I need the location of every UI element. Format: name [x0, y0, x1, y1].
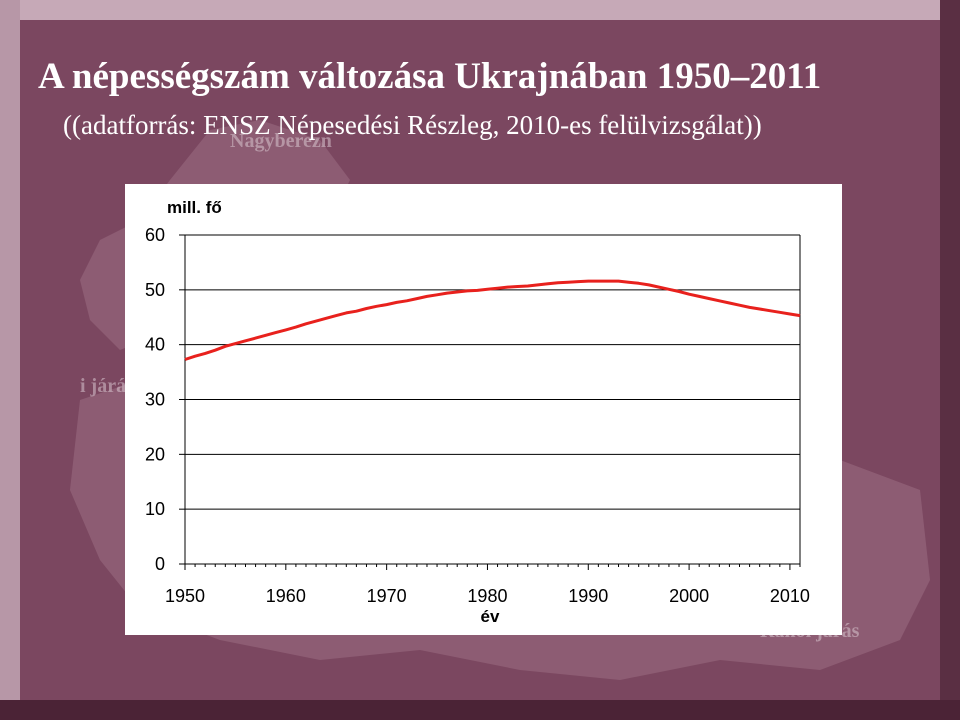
y-tick-label: 60: [145, 225, 165, 245]
y-axis-label: mill. fő: [167, 198, 222, 217]
chart-axes: [179, 234, 801, 570]
x-tick-label: 1980: [467, 586, 507, 606]
population-line-chart: 0 10 20 30 40 50 60 1950 1960 1970 1980 1990 2000 201…: [145, 198, 810, 626]
x-tick-label: 2010: [770, 586, 810, 606]
frame-bevel-left: [0, 0, 20, 720]
frame-bevel-bottom: [0, 700, 960, 720]
map-label-nagyberezna: Nagyberezn: [230, 130, 332, 152]
slide-title: A népességszám változása Ukrajnában 1950…: [38, 56, 822, 97]
x-tick-label: 1960: [266, 586, 306, 606]
x-tick-label: 1990: [568, 586, 608, 606]
x-axis-label: év: [481, 607, 500, 626]
slide-subtitle: ((adatforrás: ENSZ Népesedési Részleg, 2…: [63, 110, 762, 140]
chart-panel: 0 10 20 30 40 50 60 1950 1960 1970 1980 1990 2000 201…: [125, 184, 842, 635]
grid-lines: [185, 234, 800, 510]
y-tick-label: 10: [145, 499, 165, 519]
y-tick-label: 30: [145, 390, 165, 410]
x-tick-label: 1970: [367, 586, 407, 606]
series-layer: [184, 279, 801, 361]
frame-bevel-top: [0, 0, 960, 20]
y-tick-label: 40: [145, 335, 165, 355]
y-tick-label: 20: [145, 444, 165, 464]
y-tick-label: 0: [155, 554, 165, 574]
x-tick-label: 2000: [669, 586, 709, 606]
population-series-line: [184, 279, 801, 361]
frame-bevel-right: [940, 0, 960, 720]
map-label-jaras: i járá: [80, 375, 127, 397]
x-tick-label: 1950: [165, 586, 205, 606]
y-tick-label: 50: [145, 280, 165, 300]
tick-labels: 0 10 20 30 40 50 60 1950 1960 1970 1980 1990 2000 201…: [145, 225, 810, 606]
